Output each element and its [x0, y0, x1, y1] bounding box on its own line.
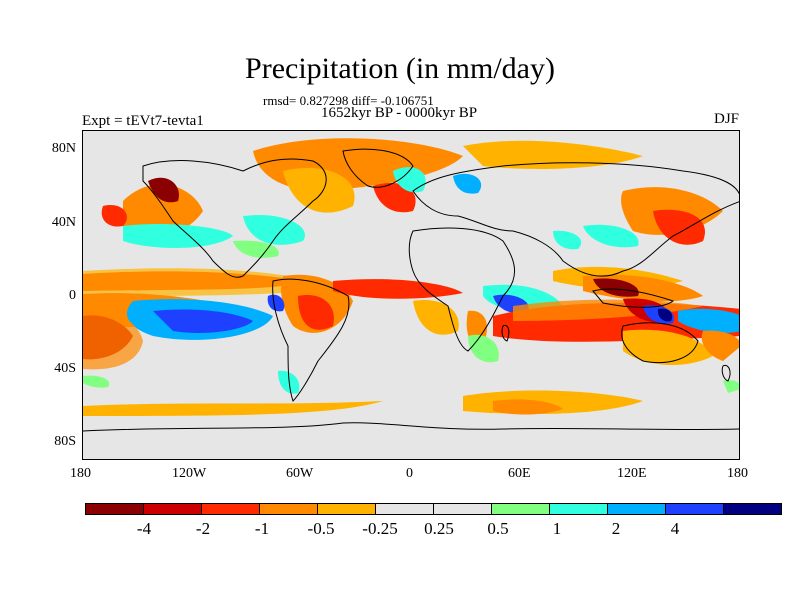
colorbar-label: -4	[136, 519, 152, 538]
lat-tick-80n: 80N	[51, 141, 76, 156]
colorbar-box	[723, 503, 782, 515]
colorbar-label: 0.5	[487, 519, 509, 538]
colorbar-box	[259, 503, 318, 515]
lat-tick-40n: 40N	[51, 215, 76, 230]
colorbar-label: 0.25	[424, 519, 454, 538]
colorbar-box	[317, 503, 376, 515]
lon-tick-120e: 120E	[617, 466, 647, 481]
colorbar-box	[85, 503, 144, 515]
colorbar	[85, 503, 782, 515]
colorbar-label: -2	[195, 519, 211, 538]
colorbar-label: 4	[670, 519, 680, 538]
colorbar-label: 1	[552, 519, 562, 538]
colorbar-label: -1	[254, 519, 270, 538]
colorbar-box	[607, 503, 666, 515]
lon-tick-60w: 60W	[286, 466, 314, 481]
colorbar-box	[549, 503, 608, 515]
map-canvas	[83, 138, 739, 432]
lon-tick-180w: 180	[70, 466, 91, 481]
lat-tick-0: 0	[69, 288, 76, 303]
lon-tick-0: 0	[406, 466, 413, 481]
lon-tick-60e: 60E	[508, 466, 531, 481]
season-label: DJF	[713, 111, 739, 127]
lat-tick-40s: 40S	[54, 361, 76, 376]
coastlines	[83, 148, 739, 432]
precipitation-anomaly-map	[82, 130, 740, 460]
colorbar-box	[375, 503, 434, 515]
lon-tick-120w: 120W	[172, 466, 207, 481]
colorbar-label: -0.5	[307, 519, 335, 538]
colorbar-label: 2	[611, 519, 621, 538]
time-period-label: 1652kyr BP - 0000kyr BP	[321, 105, 478, 121]
lat-tick-80s: 80S	[54, 434, 76, 449]
lon-tick-180e: 180	[727, 466, 748, 481]
colorbar-box	[201, 503, 260, 515]
colorbar-box	[143, 503, 202, 515]
colorbar-label: -0.25	[362, 519, 398, 538]
anomaly-field	[83, 138, 739, 416]
colorbar-box	[433, 503, 492, 515]
experiment-label: Expt = tEVt7-tevta1	[82, 113, 204, 129]
rmsd-diff-stats: rmsd= 0.827298 diff= -0.106751	[263, 93, 434, 108]
chart-title: Precipitation (in mm/day)	[245, 52, 555, 85]
colorbar-box	[491, 503, 550, 515]
colorbar-box	[665, 503, 724, 515]
